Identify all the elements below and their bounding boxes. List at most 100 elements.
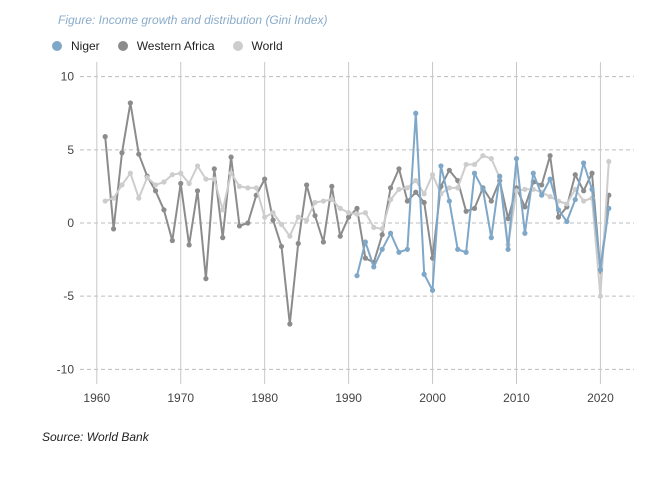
data-point-world xyxy=(371,224,377,230)
data-point-world xyxy=(471,161,478,168)
data-point-western-africa xyxy=(304,182,310,188)
data-point-western-africa xyxy=(413,189,419,195)
legend-swatch xyxy=(52,41,62,51)
legend-label: World xyxy=(251,39,283,53)
legend-swatch xyxy=(232,41,243,51)
data-point-western-africa xyxy=(547,153,553,159)
data-point-niger xyxy=(597,267,604,273)
y-tick-label: 5 xyxy=(67,143,74,157)
data-point-niger xyxy=(564,218,570,225)
legend-item: Western Africa xyxy=(117,39,215,53)
data-point-world xyxy=(169,172,175,178)
data-point-world xyxy=(186,180,192,187)
x-tick-label: 2010 xyxy=(503,391,530,405)
data-point-western-africa xyxy=(581,188,587,194)
data-point-western-africa xyxy=(178,180,184,187)
data-point-western-africa xyxy=(102,134,108,140)
data-point-western-africa xyxy=(270,217,276,223)
data-point-world xyxy=(127,170,133,176)
data-point-world xyxy=(581,198,587,204)
data-point-western-africa xyxy=(127,100,133,106)
data-point-world xyxy=(253,185,259,191)
data-point-western-africa xyxy=(220,235,226,241)
data-point-world xyxy=(312,199,318,206)
data-point-world xyxy=(455,185,461,191)
data-point-western-africa xyxy=(589,170,595,176)
data-point-niger xyxy=(354,273,360,279)
data-point-world xyxy=(194,163,201,169)
data-point-western-africa xyxy=(488,198,494,204)
data-point-world xyxy=(362,210,368,216)
y-tick-label: -5 xyxy=(63,289,74,303)
legend-swatch xyxy=(117,41,128,51)
data-point-niger xyxy=(488,235,494,241)
data-point-niger xyxy=(497,173,503,179)
data-point-niger xyxy=(606,205,612,211)
x-tick-label: 1980 xyxy=(251,391,278,405)
data-point-niger xyxy=(371,264,377,270)
data-point-niger xyxy=(404,246,410,252)
data-point-world xyxy=(522,186,528,192)
data-point-niger xyxy=(589,186,595,192)
x-tick-label: 1990 xyxy=(335,391,362,405)
data-point-world xyxy=(564,201,570,207)
data-point-world xyxy=(270,210,276,216)
data-point-western-africa xyxy=(522,204,528,210)
x-tick-label: 1970 xyxy=(167,391,194,405)
data-point-western-africa xyxy=(471,205,478,211)
data-point-world xyxy=(429,172,436,178)
data-point-western-africa xyxy=(421,199,427,206)
data-point-western-africa xyxy=(236,223,243,229)
data-point-world xyxy=(396,186,402,192)
data-point-western-africa xyxy=(245,220,251,226)
legend-item: Niger xyxy=(52,39,100,53)
data-point-world xyxy=(421,191,427,197)
data-point-western-africa xyxy=(505,216,511,222)
data-point-world xyxy=(152,182,159,188)
data-point-world xyxy=(329,196,335,203)
data-point-world xyxy=(287,233,293,239)
data-point-world xyxy=(488,156,494,162)
data-point-niger xyxy=(379,246,385,252)
data-point-western-africa xyxy=(346,214,352,220)
data-point-world xyxy=(304,217,310,223)
data-point-western-africa xyxy=(262,176,268,182)
data-point-western-africa xyxy=(337,233,343,239)
data-point-world xyxy=(597,293,604,299)
chart-title: Figure: Income growth and distribution (… xyxy=(58,13,328,27)
data-point-western-africa xyxy=(278,243,285,250)
data-point-western-africa xyxy=(110,226,117,232)
data-point-western-africa xyxy=(463,208,469,214)
x-tick-label: 2000 xyxy=(419,391,446,405)
data-point-world xyxy=(295,214,301,220)
data-point-niger xyxy=(581,160,587,166)
data-point-niger xyxy=(539,192,545,198)
data-point-niger xyxy=(362,239,368,245)
y-tick-label: 0 xyxy=(67,216,74,230)
source-note: Source: World Bank xyxy=(42,430,149,444)
x-tick-label: 2020 xyxy=(587,391,614,405)
data-point-western-africa xyxy=(329,183,335,190)
data-point-western-africa xyxy=(320,239,327,245)
data-point-niger xyxy=(505,246,511,252)
y-tick-label: -10 xyxy=(57,362,75,376)
data-point-world xyxy=(136,195,142,201)
data-point-niger xyxy=(530,170,536,176)
data-point-world xyxy=(220,207,226,213)
data-point-western-africa xyxy=(446,167,452,173)
data-point-niger xyxy=(480,186,486,192)
data-point-world xyxy=(228,170,234,176)
data-point-world xyxy=(379,226,385,232)
data-point-niger xyxy=(413,110,419,116)
data-point-world xyxy=(144,175,150,181)
data-point-niger xyxy=(513,156,520,162)
data-point-western-africa xyxy=(203,276,209,282)
data-point-world xyxy=(354,211,360,217)
data-point-niger xyxy=(446,198,452,204)
data-point-world xyxy=(446,185,452,191)
data-point-world xyxy=(211,176,217,182)
data-point-western-africa xyxy=(152,188,159,194)
data-point-niger xyxy=(387,230,394,236)
data-point-western-africa xyxy=(387,185,394,191)
